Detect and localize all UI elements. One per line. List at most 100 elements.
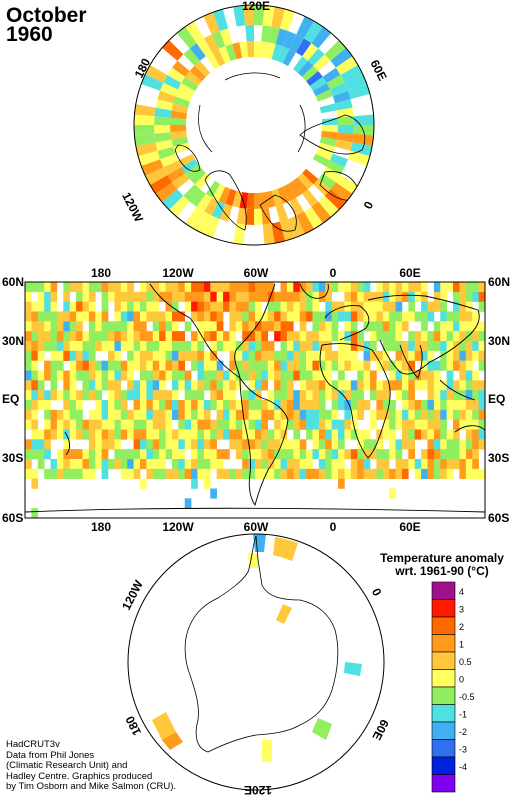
grid-cell [459, 360, 467, 371]
north-grid-cell [246, 192, 254, 209]
north-grid-cell [162, 40, 184, 61]
grid-cell [171, 380, 179, 391]
grid-cell [127, 331, 134, 342]
south-label-60e: 60E [369, 717, 391, 742]
grid-cell [178, 341, 186, 352]
grid-cell [146, 341, 154, 352]
grid-cell [312, 370, 320, 381]
grid-cell [50, 459, 58, 470]
grid-cell [50, 370, 58, 381]
grid-cell [50, 341, 58, 352]
grid-cell [140, 409, 147, 420]
grid-cell [229, 400, 237, 411]
grid-cell [350, 409, 358, 420]
north-grid-cell [204, 34, 219, 53]
grid-cell [95, 429, 102, 440]
grid-cell [421, 301, 428, 312]
grid-cell [76, 400, 83, 411]
grid-cell [433, 468, 441, 479]
grid-cell [453, 311, 460, 322]
grid-cell [191, 419, 198, 430]
grid-cell [140, 282, 147, 293]
grid-cell [216, 341, 224, 352]
grid-cell [25, 419, 32, 430]
grid-cell [114, 311, 122, 322]
grid-cell [421, 311, 428, 322]
grid-cell [152, 282, 160, 293]
grid-cell [133, 439, 141, 450]
grid-cell [114, 409, 122, 420]
grid-cell [223, 419, 230, 430]
north-grid-cell [212, 48, 226, 67]
grid-cell [114, 301, 122, 312]
grid-cell [395, 409, 403, 420]
grid-cell [159, 360, 166, 371]
grid-cell [248, 370, 256, 381]
grid-cell [338, 390, 345, 401]
grid-cell [69, 419, 77, 430]
grid-cell [235, 321, 243, 332]
grid-cell [165, 409, 173, 420]
grid-cell [203, 291, 211, 302]
grid-cell [408, 400, 416, 411]
grid-cell [146, 370, 154, 381]
grid-cell [50, 291, 58, 302]
grid-cell [453, 291, 460, 302]
north-grid-cell [321, 125, 338, 133]
grid-cell [478, 439, 485, 450]
grid-cell [312, 331, 320, 342]
grid-cell [235, 419, 243, 430]
north-grid-cell [312, 153, 331, 167]
grid-cell [293, 341, 301, 352]
grid-cell [376, 350, 384, 361]
grid-cell [69, 311, 77, 322]
grid-cell [344, 291, 352, 302]
grid-cell [433, 301, 441, 312]
north-grid-cell [271, 6, 286, 29]
grid-cell [56, 370, 64, 381]
grid-cell [478, 291, 485, 302]
north-grid-cell [275, 28, 289, 47]
grid-cell [478, 380, 485, 391]
grid-cell [171, 321, 179, 332]
grid-cell [197, 449, 205, 460]
grid-cell [171, 390, 179, 401]
north-grid-cell [344, 74, 367, 91]
grid-cell [76, 459, 83, 470]
north-grid-cell [181, 159, 199, 174]
grid-cell [197, 439, 205, 450]
grid-cell [242, 301, 249, 312]
grid-cell [242, 459, 249, 470]
grid-cell [235, 400, 243, 411]
grid-cell [325, 350, 332, 361]
grid-cell [31, 419, 39, 430]
grid-cell [127, 341, 134, 352]
grid-cell [165, 449, 173, 460]
grid-cell [216, 331, 224, 342]
grid-cell [37, 400, 45, 411]
grid-cell [31, 360, 39, 371]
grid-cell [338, 282, 345, 293]
grid-cell [37, 380, 45, 391]
grid-cell [50, 419, 58, 430]
grid-cell [191, 360, 198, 371]
grid-cell [286, 409, 294, 420]
legend-swatch [431, 669, 456, 688]
grid-cell [248, 291, 256, 302]
grid-cell [31, 380, 39, 391]
grid-cell [159, 459, 166, 470]
grid-cell [120, 468, 128, 479]
grid-cell [50, 429, 58, 440]
grid-cell [306, 282, 313, 293]
grid-cell [229, 321, 237, 332]
grid-cell [376, 459, 384, 470]
grid-cell [338, 331, 345, 342]
grid-cell [472, 291, 479, 302]
grid-cell [88, 459, 96, 470]
grid-cell [216, 409, 224, 420]
grid-cell [446, 429, 454, 440]
grid-cell [178, 370, 186, 381]
north-grid-cell [154, 107, 172, 118]
north-grid-cell [319, 136, 337, 147]
grid-cell [331, 390, 339, 401]
